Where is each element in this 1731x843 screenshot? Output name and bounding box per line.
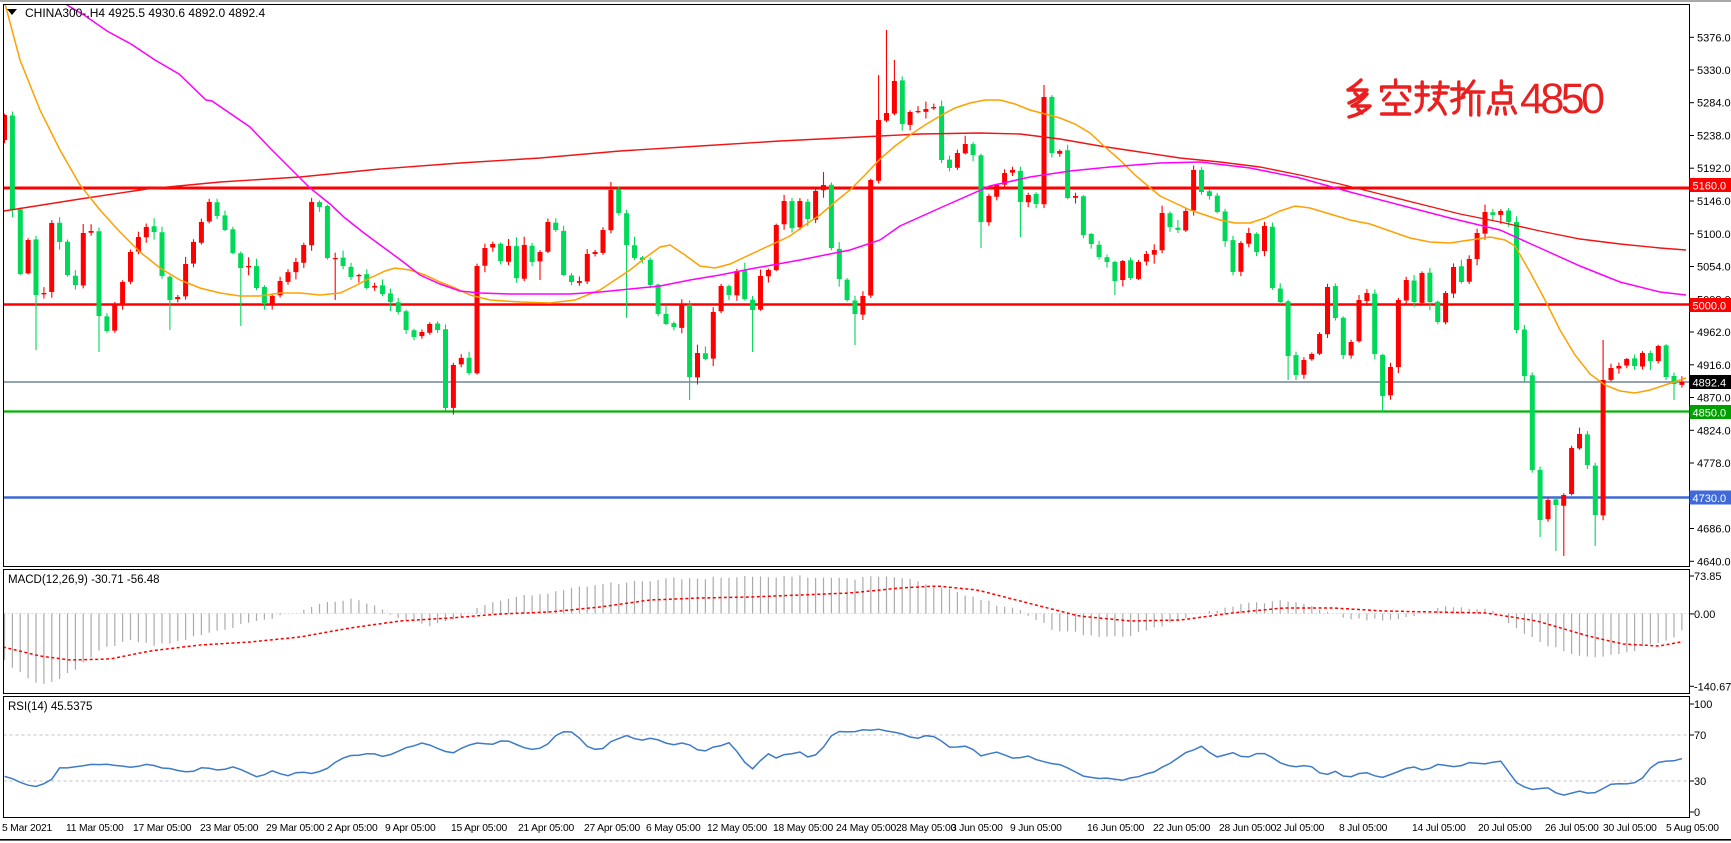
svg-text:28 May 05:00: 28 May 05:00 [896,823,956,834]
svg-text:16 Jun 05:00: 16 Jun 05:00 [1087,823,1145,834]
svg-text:28 Jun 05:00: 28 Jun 05:00 [1219,823,1277,834]
svg-text:23 Mar 05:00: 23 Mar 05:00 [200,823,259,834]
svg-text:15 Apr 05:00: 15 Apr 05:00 [451,823,507,834]
svg-text:0: 0 [1694,807,1700,819]
svg-text:17 Mar 05:00: 17 Mar 05:00 [133,823,192,834]
svg-text:4778.0: 4778.0 [1697,458,1731,470]
svg-text:21 Apr 05:00: 21 Apr 05:00 [518,823,574,834]
svg-text:26 Jul 05:00: 26 Jul 05:00 [1545,823,1599,834]
svg-text:29 Mar 05:00: 29 Mar 05:00 [266,823,325,834]
svg-text:5 Aug 05:00: 5 Aug 05:00 [1666,823,1719,834]
svg-text:RSI(14) 45.5375: RSI(14) 45.5375 [8,701,92,713]
svg-text:5054.0: 5054.0 [1697,262,1731,274]
svg-text:5192.0: 5192.0 [1697,163,1731,175]
svg-text:4686.0: 4686.0 [1697,524,1731,536]
svg-text:5238.0: 5238.0 [1697,131,1731,143]
svg-text:MACD(12,26,9) -30.71 -56.48: MACD(12,26,9) -30.71 -56.48 [8,574,160,586]
svg-text:5284.0: 5284.0 [1697,98,1731,110]
svg-text:4850.0: 4850.0 [1693,408,1727,420]
svg-text:70: 70 [1694,730,1706,742]
svg-text:12 May 05:00: 12 May 05:00 [707,823,767,834]
svg-text:4962.0: 4962.0 [1697,327,1731,339]
svg-text:6 May 05:00: 6 May 05:00 [646,823,701,834]
svg-text:5376.0: 5376.0 [1697,32,1731,44]
svg-text:18 May 05:00: 18 May 05:00 [773,823,833,834]
svg-text:4892.4: 4892.4 [1693,378,1727,390]
svg-text:24 May 05:00: 24 May 05:00 [836,823,896,834]
svg-text:5100.0: 5100.0 [1697,229,1731,241]
svg-text:-140.67: -140.67 [1694,681,1731,693]
svg-text:2 Jul 05:00: 2 Jul 05:00 [1276,823,1325,834]
svg-text:9 Apr 05:00: 9 Apr 05:00 [385,823,436,834]
svg-text:CHINA300-,H4 4925.5 4930.6 48: CHINA300-,H4 4925.5 4930.6 4892.0 4892.4 [25,6,266,20]
svg-text:14 Jul 05:00: 14 Jul 05:00 [1412,823,1466,834]
svg-text:20 Jul 05:00: 20 Jul 05:00 [1478,823,1532,834]
svg-text:11 Mar 05:00: 11 Mar 05:00 [66,823,124,834]
svg-text:5160.0: 5160.0 [1693,181,1727,193]
svg-text:4916.0: 4916.0 [1697,360,1731,372]
svg-text:5000.0: 5000.0 [1693,301,1727,313]
svg-text:4730.0: 4730.0 [1693,493,1727,505]
svg-text:100: 100 [1694,699,1712,711]
svg-text:2 Apr 05:00: 2 Apr 05:00 [327,823,378,834]
svg-text:4850: 4850 [1520,75,1605,123]
svg-text:27 Apr 05:00: 27 Apr 05:00 [584,823,640,834]
svg-text:30 Jul 05:00: 30 Jul 05:00 [1603,823,1657,834]
svg-text:4870.0: 4870.0 [1697,393,1731,405]
svg-text:8 Jul 05:00: 8 Jul 05:00 [1339,823,1388,834]
svg-text:3 Jun 05:00: 3 Jun 05:00 [951,823,1003,834]
svg-text:5330.0: 5330.0 [1697,65,1731,77]
svg-text:0.00: 0.00 [1694,609,1715,621]
svg-text:4824.0: 4824.0 [1697,425,1731,437]
svg-text:4640.0: 4640.0 [1697,556,1731,568]
svg-text:73.85: 73.85 [1694,571,1722,583]
svg-text:9 Jun 05:00: 9 Jun 05:00 [1010,823,1062,834]
svg-text:5 Mar 2021: 5 Mar 2021 [2,823,53,834]
svg-text:22 Jun 05:00: 22 Jun 05:00 [1153,823,1211,834]
svg-text:30: 30 [1694,776,1706,788]
svg-text:5146.0: 5146.0 [1697,196,1731,208]
